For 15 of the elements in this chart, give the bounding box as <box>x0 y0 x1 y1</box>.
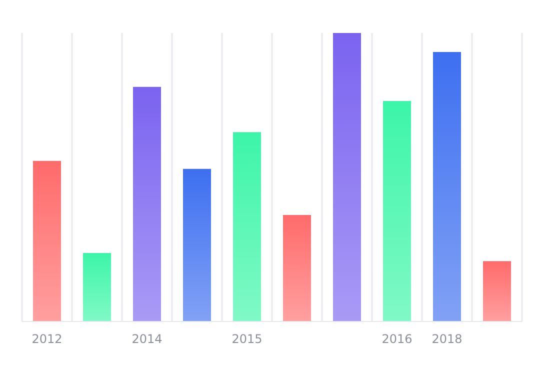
bar <box>33 160 61 321</box>
bar <box>283 215 311 321</box>
bar <box>333 33 361 321</box>
bar <box>133 86 161 321</box>
x-tick-label: 2016 <box>382 332 412 346</box>
x-tick-label: 2015 <box>232 332 262 346</box>
bar <box>83 253 111 321</box>
bar <box>483 261 511 321</box>
bar <box>433 52 461 321</box>
bar <box>183 168 211 321</box>
x-tick-label: 2012 <box>32 332 62 346</box>
bar <box>383 100 411 321</box>
x-tick-label: 2018 <box>432 332 462 346</box>
x-tick-label: 2014 <box>132 332 162 346</box>
bar <box>233 132 261 321</box>
